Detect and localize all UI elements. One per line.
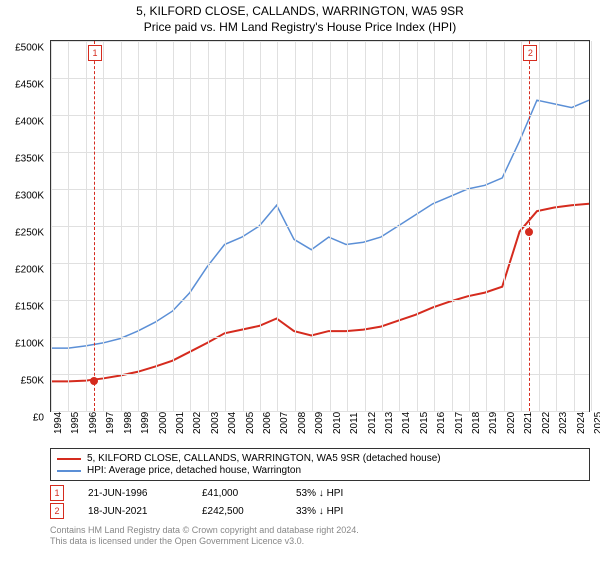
y-tick-label: £200K — [15, 265, 44, 276]
x-tick-label: 2017 — [454, 412, 465, 434]
marker-guideline — [529, 41, 530, 411]
x-tick-label: 2019 — [488, 412, 499, 434]
x-tick-label: 2003 — [210, 412, 221, 434]
x-tick-label: 2022 — [541, 412, 552, 434]
x-tick-label: 2021 — [523, 412, 534, 434]
sale-price: £242,500 — [202, 506, 272, 517]
series-price_paid — [51, 204, 589, 382]
x-tick-label: 1999 — [140, 412, 151, 434]
sale-marker-badge: 1 — [50, 485, 64, 501]
x-tick-label: 2008 — [297, 412, 308, 434]
x-tick-label: 2018 — [471, 412, 482, 434]
y-tick-label: £100K — [15, 339, 44, 350]
x-tick-label: 1998 — [123, 412, 134, 434]
y-tick-label: £0 — [33, 413, 44, 424]
legend-item: 5, KILFORD CLOSE, CALLANDS, WARRINGTON, … — [57, 453, 583, 464]
x-tick-label: 2011 — [349, 412, 360, 434]
legend-label: HPI: Average price, detached house, Warr… — [87, 465, 301, 476]
x-tick-label: 2013 — [384, 412, 395, 434]
x-tick-label: 2009 — [314, 412, 325, 434]
x-tick-label: 2012 — [367, 412, 378, 434]
sale-price: £41,000 — [202, 488, 272, 499]
x-tick-label: 1995 — [70, 412, 81, 434]
chart-plot-area: 12 — [50, 40, 590, 412]
legend: 5, KILFORD CLOSE, CALLANDS, WARRINGTON, … — [50, 448, 590, 481]
y-tick-label: £350K — [15, 154, 44, 165]
legend-label: 5, KILFORD CLOSE, CALLANDS, WARRINGTON, … — [87, 453, 441, 464]
y-tick-label: £400K — [15, 117, 44, 128]
y-tick-label: £300K — [15, 191, 44, 202]
x-tick-label: 1994 — [53, 412, 64, 434]
footer-line: Contains HM Land Registry data © Crown c… — [50, 525, 590, 536]
marker-point — [525, 228, 533, 236]
x-tick-label: 2024 — [576, 412, 587, 434]
x-tick-label: 2001 — [175, 412, 186, 434]
sale-delta: 33% ↓ HPI — [296, 506, 343, 517]
sale-date: 21-JUN-1996 — [88, 488, 178, 499]
marker-badge: 2 — [523, 45, 537, 61]
x-tick-label: 2004 — [227, 412, 238, 434]
y-tick-label: £50K — [21, 376, 44, 387]
x-tick-label: 2016 — [436, 412, 447, 434]
x-tick-label: 2023 — [558, 412, 569, 434]
legend-swatch — [57, 458, 81, 460]
x-tick-label: 2025 — [593, 412, 600, 434]
x-tick-label: 2005 — [245, 412, 256, 434]
x-tick-label: 2014 — [401, 412, 412, 434]
sale-delta: 53% ↓ HPI — [296, 488, 343, 499]
x-axis: 1994 1995 1996 1997 1998 1999 2000 2001 2002 2003… — [50, 412, 590, 442]
x-tick-label: 2020 — [506, 412, 517, 434]
series-hpi — [51, 100, 589, 348]
x-tick-label: 2015 — [419, 412, 430, 434]
x-tick-label: 1996 — [88, 412, 99, 434]
x-tick-label: 2002 — [192, 412, 203, 434]
y-tick-label: £150K — [15, 302, 44, 313]
marker-point — [90, 377, 98, 385]
x-tick-label: 2010 — [332, 412, 343, 434]
footer-attribution: Contains HM Land Registry data © Crown c… — [50, 525, 590, 547]
x-tick-label: 1997 — [105, 412, 116, 434]
legend-item: HPI: Average price, detached house, Warr… — [57, 465, 583, 476]
sales-row: 2 18-JUN-2021 £242,500 33% ↓ HPI — [50, 503, 590, 519]
y-tick-label: £450K — [15, 80, 44, 91]
x-tick-label: 2006 — [262, 412, 273, 434]
chart-title: 5, KILFORD CLOSE, CALLANDS, WARRINGTON, … — [0, 4, 600, 18]
marker-guideline — [94, 41, 95, 411]
marker-badge: 1 — [88, 45, 102, 61]
chart-subtitle: Price paid vs. HM Land Registry's House … — [0, 20, 600, 34]
sale-date: 18-JUN-2021 — [88, 506, 178, 517]
sales-row: 1 21-JUN-1996 £41,000 53% ↓ HPI — [50, 485, 590, 501]
x-tick-label: 2000 — [158, 412, 169, 434]
y-axis: £0£50K£100K£150K£200K£250K£300K£350K£400… — [0, 48, 48, 418]
y-tick-label: £250K — [15, 228, 44, 239]
sale-marker-badge: 2 — [50, 503, 64, 519]
sales-table: 1 21-JUN-1996 £41,000 53% ↓ HPI 2 18-JUN… — [50, 485, 590, 519]
x-tick-label: 2007 — [279, 412, 290, 434]
legend-swatch — [57, 470, 81, 472]
y-tick-label: £500K — [15, 43, 44, 54]
footer-line: This data is licensed under the Open Gov… — [50, 536, 590, 547]
